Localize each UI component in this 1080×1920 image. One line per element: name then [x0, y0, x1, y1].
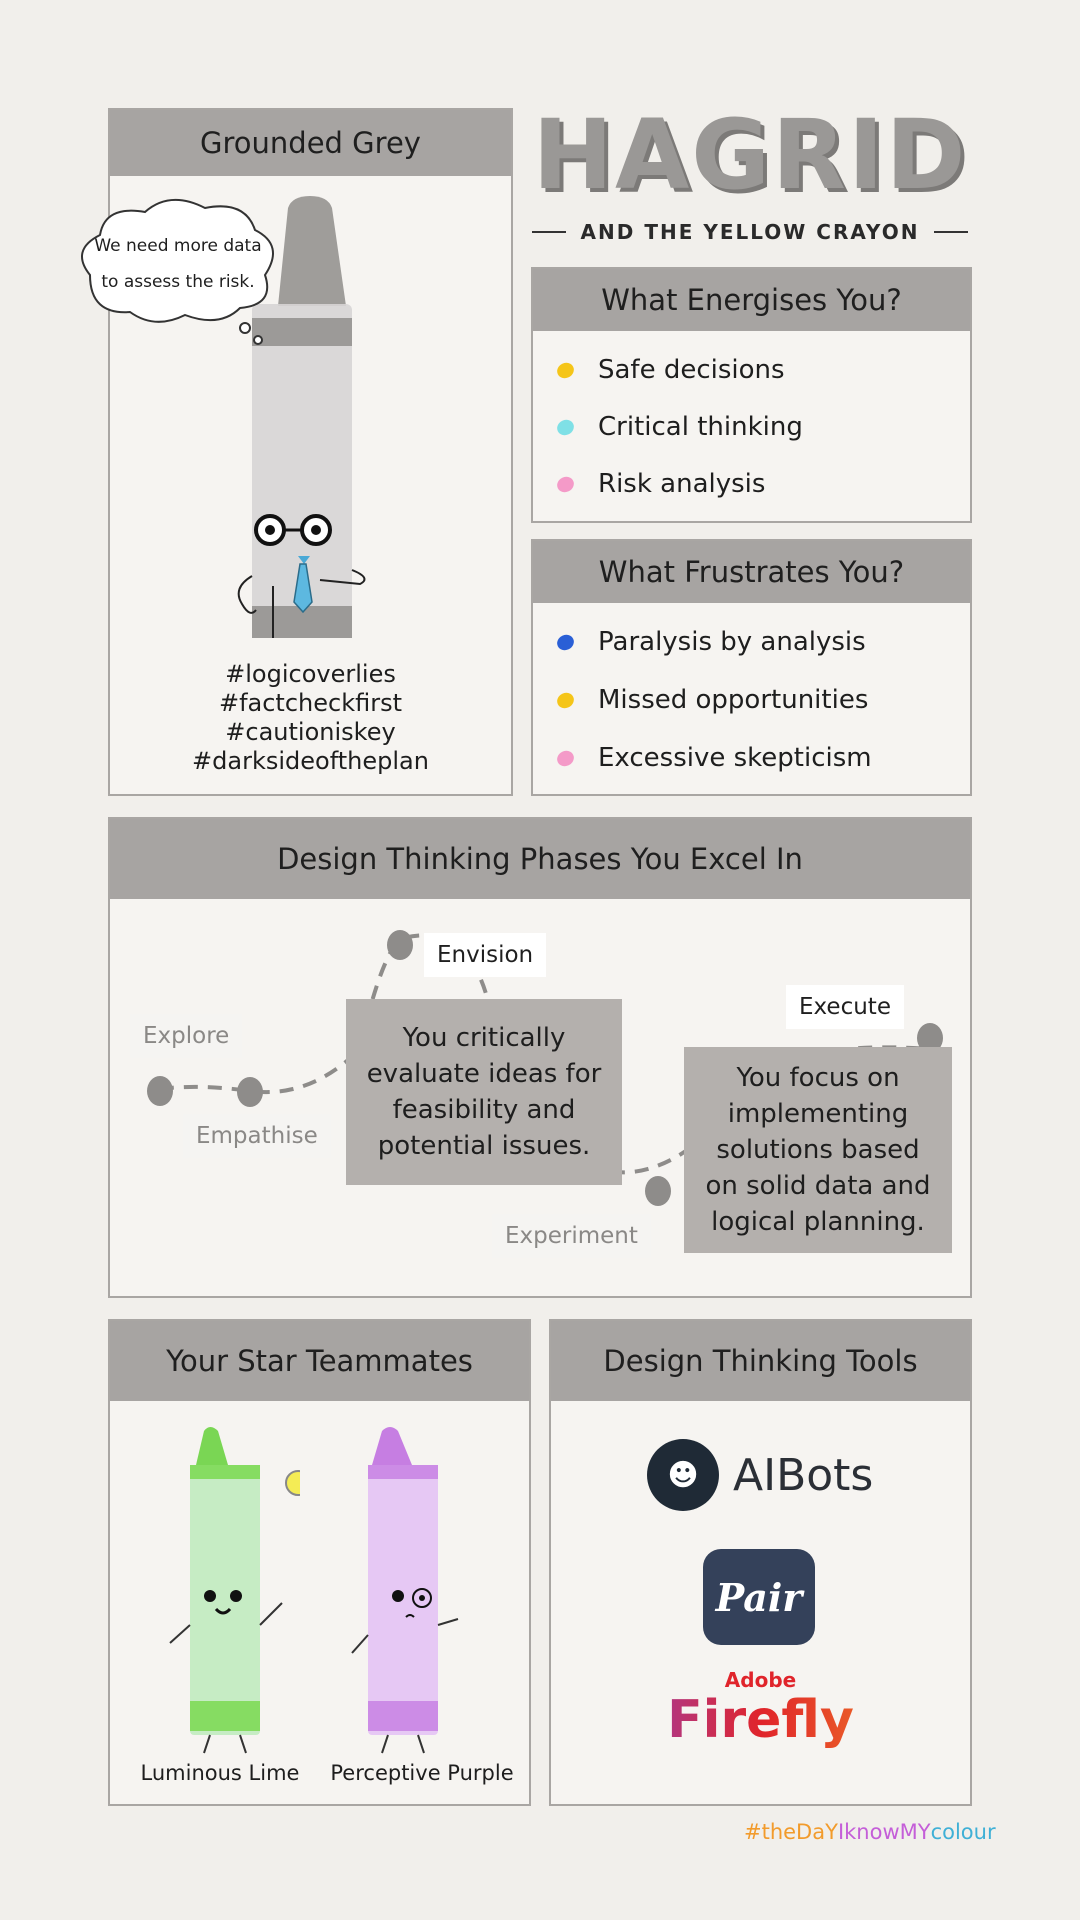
phase-label-execute: Execute: [786, 985, 904, 1029]
title-main: HAGRID: [532, 99, 968, 211]
hashtag: #logicoverlies: [225, 660, 396, 688]
title-subtitle: AND THE YELLOW CRAYON: [580, 220, 920, 244]
firefly-label: Firefly: [551, 1691, 970, 1749]
aibots-label: AIBots: [733, 1449, 874, 1501]
phase-label-experiment: Experiment: [492, 1214, 651, 1258]
hashtag: #darksideoftheplan: [192, 747, 429, 775]
adobe-label: Adobe: [724, 1668, 797, 1692]
footer-hashtag: #theDaYIknowMYcolour: [744, 1820, 996, 1844]
aibots-logo: ☻ AIBots: [647, 1439, 873, 1511]
bullet-dot: [554, 359, 577, 381]
energises-heading: What Energises You?: [533, 269, 970, 331]
footer-hashtag-part: colour: [930, 1820, 996, 1844]
purple-crayon-illustration: [351, 1427, 459, 1754]
thought-bubble: [81, 198, 274, 345]
energises-item: Safe decisions: [554, 355, 785, 385]
tools-panel: Design Thinking Tools ☻ AIBots Pair Adob…: [549, 1319, 972, 1806]
bullet-dot: [554, 689, 577, 711]
frustrates-item-label: Excessive skepticism: [598, 743, 872, 773]
speech-text: We need more data to assess the risk.: [94, 236, 262, 292]
teammate-name-lime: Luminous Lime: [140, 1761, 300, 1785]
profile-panel: Grounded Grey We need more data to asses…: [81, 108, 513, 796]
grey-crayon-illustration: [237, 196, 366, 638]
divider: [934, 231, 968, 233]
energises-item-label: Safe decisions: [598, 355, 785, 385]
pair-logo: Pair: [703, 1549, 815, 1645]
hashtag-list: #logicoverlies #factcheckfirst #cautioni…: [110, 660, 511, 776]
phases-heading: Design Thinking Phases You Excel In: [110, 819, 970, 899]
phase-label-explore: Explore: [130, 1014, 243, 1058]
energises-item: Critical thinking: [554, 412, 803, 442]
bullet-dot: [554, 416, 577, 438]
envision-description: You critically evaluate ideas for feasib…: [346, 999, 622, 1185]
teammates-panel: Your Star Teammates Luminous Lime Percep…: [108, 1319, 531, 1806]
energises-item: Risk analysis: [554, 469, 766, 499]
frustrates-item-label: Paralysis by analysis: [598, 627, 866, 657]
hashtag: #factcheckfirst: [218, 689, 403, 717]
frustrates-item: Missed opportunities: [554, 685, 869, 715]
frustrates-item-label: Missed opportunities: [598, 685, 869, 715]
energises-panel: What Energises You? Safe decisions Criti…: [531, 267, 972, 523]
execute-description: You focus on implementing solutions base…: [684, 1047, 952, 1253]
teammates-heading: Your Star Teammates: [110, 1321, 529, 1401]
footer-hashtag-part: #theDaY: [744, 1820, 838, 1844]
footer-hashtag-part: IknowMY: [837, 1820, 931, 1844]
bullet-dot: [554, 631, 577, 653]
bullet-dot: [554, 747, 577, 769]
divider: [532, 231, 566, 233]
lime-crayon-illustration: [169, 1427, 300, 1754]
energises-item-label: Risk analysis: [598, 469, 766, 499]
teammate-name-purple: Perceptive Purple: [330, 1761, 514, 1785]
hashtag: #cautioniskey: [225, 718, 396, 746]
frustrates-item: Paralysis by analysis: [554, 627, 866, 657]
phase-label-envision: Envision: [424, 933, 547, 977]
phases-panel: Design Thinking Phases You Excel In Expl…: [108, 817, 972, 1298]
frustrates-heading: What Frustrates You?: [533, 541, 970, 603]
profile-heading: Grounded Grey: [110, 110, 511, 176]
title-block: HAGRID AND THE YELLOW CRAYON: [530, 100, 970, 250]
energises-item-label: Critical thinking: [598, 412, 803, 442]
pair-label: Pair: [715, 1574, 803, 1620]
frustrates-panel: What Frustrates You? Paralysis by analys…: [531, 539, 972, 796]
subtitle-row: AND THE YELLOW CRAYON: [532, 220, 968, 244]
robot-icon: ☻: [647, 1439, 719, 1511]
phase-label-empathise: Empathise: [183, 1114, 331, 1158]
firefly-logo: Adobe Firefly: [551, 1669, 970, 1749]
tools-heading: Design Thinking Tools: [551, 1321, 970, 1401]
bullet-dot: [554, 473, 577, 495]
frustrates-item: Excessive skepticism: [554, 743, 872, 773]
